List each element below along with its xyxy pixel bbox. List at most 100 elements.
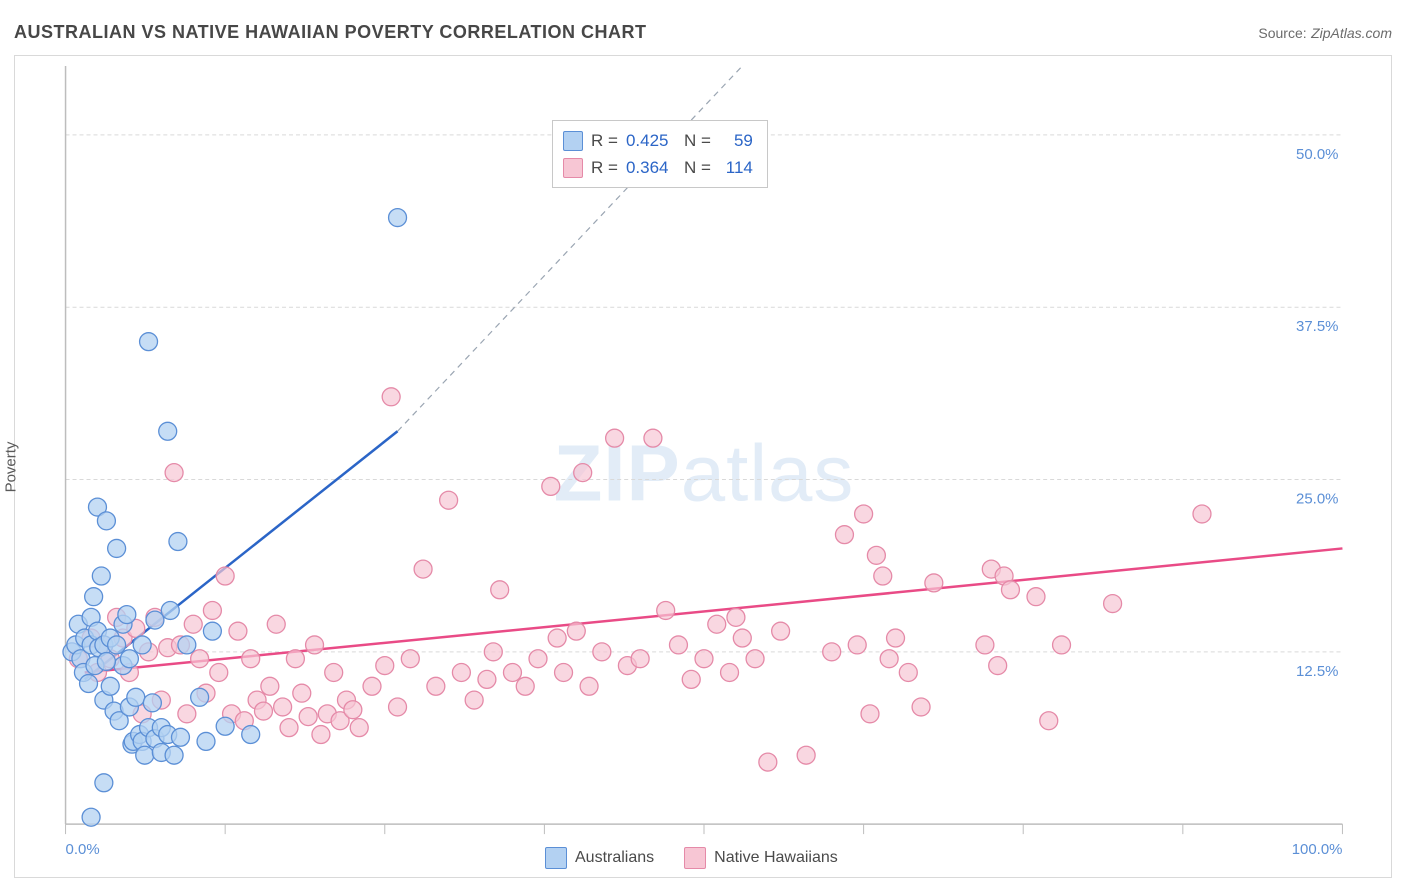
data-point-native-hawaiians bbox=[363, 677, 381, 695]
data-point-native-hawaiians bbox=[191, 650, 209, 668]
data-point-native-hawaiians bbox=[178, 705, 196, 723]
data-point-native-hawaiians bbox=[529, 650, 547, 668]
data-point-native-hawaiians bbox=[440, 491, 458, 509]
data-point-native-hawaiians bbox=[280, 719, 298, 737]
data-point-native-hawaiians bbox=[293, 684, 311, 702]
data-point-native-hawaiians bbox=[350, 719, 368, 737]
trendline-native-hawaiians bbox=[85, 548, 1343, 672]
data-point-native-hawaiians bbox=[274, 698, 292, 716]
legend-swatch bbox=[684, 847, 706, 869]
data-point-australians bbox=[203, 622, 221, 640]
data-point-australians bbox=[82, 808, 100, 826]
data-point-native-hawaiians bbox=[427, 677, 445, 695]
chart-header: AUSTRALIAN VS NATIVE HAWAIIAN POVERTY CO… bbox=[14, 22, 1392, 43]
x-tick-label: 100.0% bbox=[1292, 841, 1343, 858]
data-point-native-hawaiians bbox=[835, 526, 853, 544]
source-label: Source: bbox=[1258, 25, 1306, 41]
stat-n-label: N = bbox=[684, 127, 711, 154]
y-tick-label: 50.0% bbox=[1296, 146, 1338, 163]
data-point-native-hawaiians bbox=[516, 677, 534, 695]
series-legend: Australians Native Hawaiians bbox=[545, 845, 838, 871]
data-point-native-hawaiians bbox=[401, 650, 419, 668]
data-point-native-hawaiians bbox=[1001, 581, 1019, 599]
legend-item: Australians bbox=[545, 845, 654, 871]
data-point-australians bbox=[85, 588, 103, 606]
data-point-australians bbox=[146, 611, 164, 629]
x-tick-label: 0.0% bbox=[66, 841, 100, 858]
data-point-native-hawaiians bbox=[669, 636, 687, 654]
data-point-native-hawaiians bbox=[848, 636, 866, 654]
data-point-native-hawaiians bbox=[880, 650, 898, 668]
data-point-native-hawaiians bbox=[484, 643, 502, 661]
data-point-native-hawaiians bbox=[242, 650, 260, 668]
data-point-native-hawaiians bbox=[695, 650, 713, 668]
data-point-native-hawaiians bbox=[631, 650, 649, 668]
stat-n-label: N = bbox=[684, 154, 711, 181]
legend-swatch bbox=[563, 158, 583, 178]
data-point-australians bbox=[165, 746, 183, 764]
data-point-native-hawaiians bbox=[254, 702, 272, 720]
data-point-native-hawaiians bbox=[976, 636, 994, 654]
data-point-australians bbox=[191, 688, 209, 706]
data-point-native-hawaiians bbox=[555, 664, 573, 682]
data-point-native-hawaiians bbox=[344, 701, 362, 719]
source-value: ZipAtlas.com bbox=[1311, 25, 1392, 41]
data-point-native-hawaiians bbox=[887, 629, 905, 647]
data-point-native-hawaiians bbox=[733, 629, 751, 647]
stat-r-label: R = bbox=[591, 127, 618, 154]
watermark: ZIPatlas bbox=[554, 429, 855, 518]
data-point-australians bbox=[242, 726, 260, 744]
data-point-australians bbox=[108, 636, 126, 654]
data-point-native-hawaiians bbox=[414, 560, 432, 578]
data-point-australians bbox=[95, 774, 113, 792]
data-point-native-hawaiians bbox=[325, 664, 343, 682]
data-point-native-hawaiians bbox=[299, 708, 317, 726]
data-point-native-hawaiians bbox=[1193, 505, 1211, 523]
data-point-native-hawaiians bbox=[567, 622, 585, 640]
data-point-native-hawaiians bbox=[1040, 712, 1058, 730]
data-point-australians bbox=[97, 652, 115, 670]
y-tick-label: 25.0% bbox=[1296, 490, 1338, 507]
stats-legend-box: R =0.425N =59R =0.364N =114 bbox=[552, 120, 768, 188]
data-point-native-hawaiians bbox=[593, 643, 611, 661]
data-point-australians bbox=[97, 512, 115, 530]
data-point-australians bbox=[389, 209, 407, 227]
data-point-native-hawaiians bbox=[286, 650, 304, 668]
data-point-native-hawaiians bbox=[708, 615, 726, 633]
legend-swatch bbox=[563, 131, 583, 151]
data-point-native-hawaiians bbox=[216, 567, 234, 585]
data-point-native-hawaiians bbox=[382, 388, 400, 406]
data-point-australians bbox=[178, 636, 196, 654]
data-point-native-hawaiians bbox=[1104, 595, 1122, 613]
data-point-native-hawaiians bbox=[721, 664, 739, 682]
data-point-native-hawaiians bbox=[867, 546, 885, 564]
data-point-australians bbox=[120, 650, 138, 668]
data-point-native-hawaiians bbox=[452, 664, 470, 682]
data-point-native-hawaiians bbox=[580, 677, 598, 695]
y-tick-label: 12.5% bbox=[1296, 663, 1338, 680]
data-point-australians bbox=[101, 677, 119, 695]
data-point-native-hawaiians bbox=[465, 691, 483, 709]
data-point-native-hawaiians bbox=[574, 464, 592, 482]
data-point-australians bbox=[159, 422, 177, 440]
legend-item: Native Hawaiians bbox=[684, 845, 838, 871]
data-point-native-hawaiians bbox=[184, 615, 202, 633]
data-point-australians bbox=[136, 746, 154, 764]
data-point-native-hawaiians bbox=[165, 464, 183, 482]
data-point-native-hawaiians bbox=[682, 670, 700, 688]
data-point-native-hawaiians bbox=[746, 650, 764, 668]
plot-container: Poverty ZIPatlas12.5%25.0%37.5%50.0%0.0%… bbox=[14, 55, 1392, 878]
data-point-native-hawaiians bbox=[657, 601, 675, 619]
data-point-native-hawaiians bbox=[312, 726, 330, 744]
data-point-native-hawaiians bbox=[389, 698, 407, 716]
data-point-native-hawaiians bbox=[797, 746, 815, 764]
data-point-native-hawaiians bbox=[855, 505, 873, 523]
data-point-native-hawaiians bbox=[503, 664, 521, 682]
data-point-australians bbox=[161, 601, 179, 619]
data-point-australians bbox=[127, 688, 145, 706]
data-point-native-hawaiians bbox=[912, 698, 930, 716]
data-point-australians bbox=[118, 606, 136, 624]
data-point-australians bbox=[197, 732, 215, 750]
data-point-native-hawaiians bbox=[1053, 636, 1071, 654]
data-point-australians bbox=[92, 567, 110, 585]
